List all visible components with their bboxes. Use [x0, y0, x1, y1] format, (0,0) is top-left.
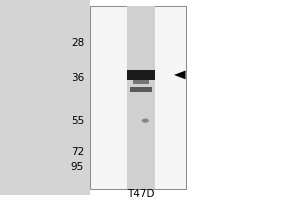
- Polygon shape: [174, 71, 185, 79]
- Bar: [186, 0, 300, 195]
- Text: 55: 55: [71, 116, 84, 126]
- Ellipse shape: [142, 119, 149, 123]
- Bar: [0, 0, 90, 195]
- Bar: [127, 6, 155, 189]
- Bar: [133, 80, 149, 84]
- Text: 72: 72: [71, 147, 84, 157]
- Text: 28: 28: [71, 38, 84, 48]
- Bar: [127, 70, 155, 80]
- Text: 36: 36: [71, 73, 84, 83]
- Bar: [90, 6, 186, 189]
- Text: T47D: T47D: [127, 189, 155, 199]
- Text: 95: 95: [71, 162, 84, 172]
- Bar: [130, 87, 152, 92]
